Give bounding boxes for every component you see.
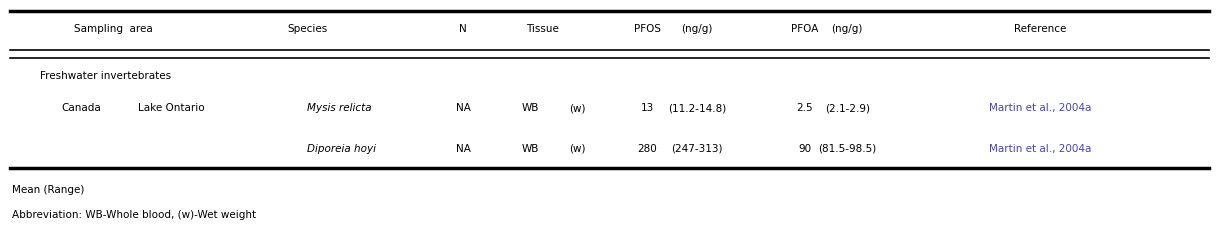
Text: NA: NA	[456, 144, 471, 154]
Text: Martin et al., 2004a: Martin et al., 2004a	[989, 144, 1091, 154]
Text: (11.2-14.8): (11.2-14.8)	[668, 103, 727, 113]
Text: (w): (w)	[569, 103, 586, 113]
Text: PFOA: PFOA	[791, 24, 818, 34]
Text: 2.5: 2.5	[796, 103, 813, 113]
Text: WB: WB	[522, 144, 539, 154]
Text: 13: 13	[641, 103, 653, 113]
Text: (81.5-98.5): (81.5-98.5)	[818, 144, 876, 154]
Text: Reference: Reference	[1014, 24, 1065, 34]
Text: N: N	[460, 24, 467, 34]
Text: Lake Ontario: Lake Ontario	[138, 103, 205, 113]
Text: Canada: Canada	[61, 103, 101, 113]
Text: Diporeia hoyi: Diporeia hoyi	[307, 144, 377, 154]
Text: (w): (w)	[569, 144, 586, 154]
Text: (247-313): (247-313)	[672, 144, 723, 154]
Text: 90: 90	[798, 144, 811, 154]
Text: WB: WB	[522, 103, 539, 113]
Text: 280: 280	[638, 144, 657, 154]
Text: Mean (Range): Mean (Range)	[12, 185, 84, 195]
Text: (ng/g): (ng/g)	[681, 24, 713, 34]
Text: Species: Species	[286, 24, 328, 34]
Text: Abbreviation: WB-Whole blood, (w)-Wet weight: Abbreviation: WB-Whole blood, (w)-Wet we…	[12, 210, 256, 220]
Text: (ng/g): (ng/g)	[831, 24, 863, 34]
Text: Freshwater invertebrates: Freshwater invertebrates	[40, 71, 172, 81]
Text: PFOS: PFOS	[634, 24, 661, 34]
Text: (2.1-2.9): (2.1-2.9)	[825, 103, 869, 113]
Text: Mysis relicta: Mysis relicta	[307, 103, 372, 113]
Text: Martin et al., 2004a: Martin et al., 2004a	[989, 103, 1091, 113]
Text: Tissue: Tissue	[527, 24, 558, 34]
Text: NA: NA	[456, 103, 471, 113]
Text: Sampling  area: Sampling area	[74, 24, 152, 34]
